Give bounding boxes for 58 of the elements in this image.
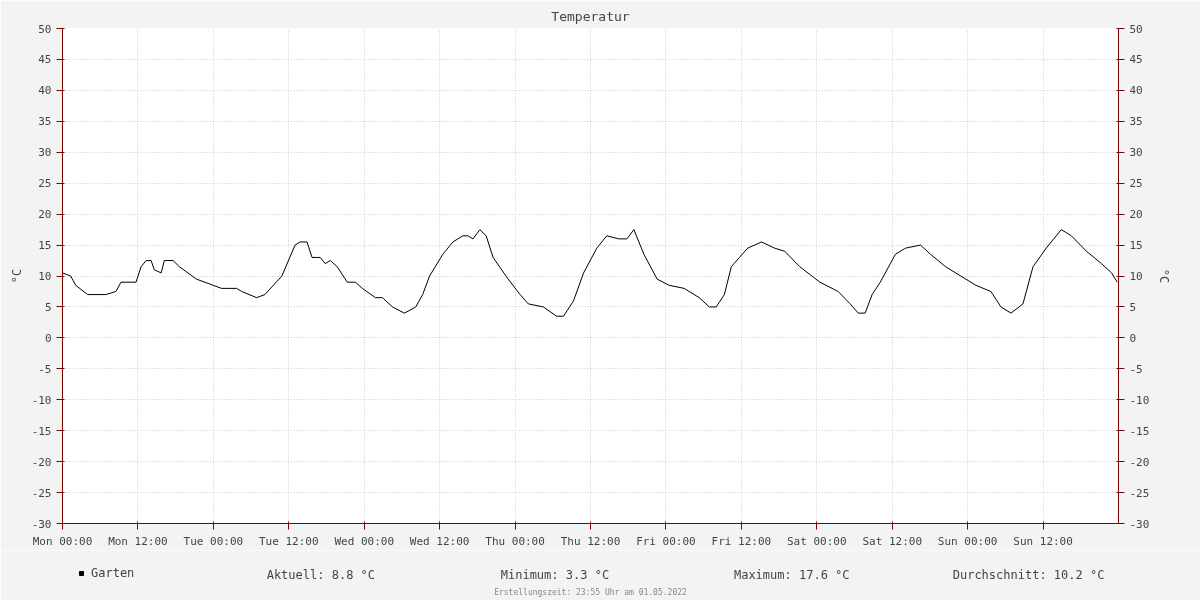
y-tick-label: 10	[38, 270, 52, 283]
y-tick-label: 45	[38, 53, 52, 67]
x-tick-label: Tue 12:00	[258, 534, 319, 548]
y-tick-label: -15	[31, 424, 52, 438]
y2-tick-label: 5	[1129, 300, 1137, 314]
y2-tick-label: -15	[1129, 424, 1150, 438]
y-tick-label: 0	[44, 331, 52, 345]
y-tick-label: 5	[44, 300, 52, 314]
x-tick-label: Sun 00:00	[937, 534, 998, 548]
y2-tick-label: 0	[1129, 331, 1137, 345]
y2-tick-label: -5	[1129, 362, 1143, 376]
line-series	[62, 229, 1118, 317]
y-tick-label: -20	[31, 455, 52, 469]
y-tick-label: 50	[38, 22, 52, 36]
y2-tick-label: 30	[1129, 146, 1143, 160]
x-tick-label: Wed 12:00	[409, 534, 470, 548]
text: Minimum: 3.3 °C	[500, 567, 610, 582]
y2-tick-label: 25	[1129, 177, 1143, 191]
x-tick-label: Thu 12:00	[560, 534, 621, 548]
x-tick-label: Wed 00:00	[334, 534, 395, 548]
y2-axis-title: °C	[1157, 268, 1172, 284]
x-tick-label: Fri 12:00	[711, 534, 772, 548]
x-tick-label: Sat 00:00	[786, 534, 847, 548]
y-axis-title: °C	[9, 268, 24, 284]
y-tick-label: 30	[38, 146, 52, 160]
y-tick-label: 25	[38, 177, 52, 191]
text: Maximum: 17.6 °C	[733, 567, 850, 582]
y2-tick-label: 50	[1129, 22, 1143, 36]
y-tick-label: -5	[38, 362, 52, 376]
y2-tick-label: 35	[1129, 115, 1143, 129]
y2-tick-label: 15	[1129, 239, 1143, 253]
text: Erstellungszeit: 23:55 Uhr am 01.05.2022	[494, 587, 688, 597]
x-tick-label: Mon 00:00	[32, 534, 93, 548]
x-tick-label: Sun 12:00	[1013, 534, 1073, 548]
y-tick-label: 40	[38, 84, 52, 98]
x-tick-label: Tue 00:00	[183, 534, 244, 548]
x-tick-label: Fri 00:00	[636, 534, 696, 548]
y-tick-label: 35	[38, 115, 52, 129]
legend-label: Garten	[91, 566, 135, 580]
y-tick-label: 15	[38, 239, 52, 253]
y2-tick-label: -25	[1129, 486, 1150, 500]
chart-title: Temperatur	[551, 8, 630, 24]
text: Durchschnitt: 10.2 °C	[952, 567, 1105, 582]
y2-tick-label: -20	[1129, 455, 1150, 469]
x-tick-label: Mon 12:00	[108, 534, 168, 548]
y2-tick-label: -30	[1129, 517, 1150, 531]
y-tick-label: -25	[31, 486, 52, 500]
x-tick-label: Sat 12:00	[862, 534, 923, 548]
y2-tick-label: -10	[1129, 393, 1150, 407]
y-tick-label: 20	[38, 208, 52, 222]
text: Aktuell: 8.8 °C	[266, 567, 376, 582]
y2-tick-label: 20	[1129, 208, 1143, 222]
y2-tick-label: 40	[1129, 84, 1143, 98]
y2-tick-label: 45	[1129, 53, 1143, 67]
y2-tick-label: 10	[1129, 270, 1143, 283]
x-tick-label: Thu 00:00	[485, 534, 545, 548]
y-tick-label: -10	[31, 393, 52, 407]
y-tick-label: -30	[31, 517, 52, 531]
